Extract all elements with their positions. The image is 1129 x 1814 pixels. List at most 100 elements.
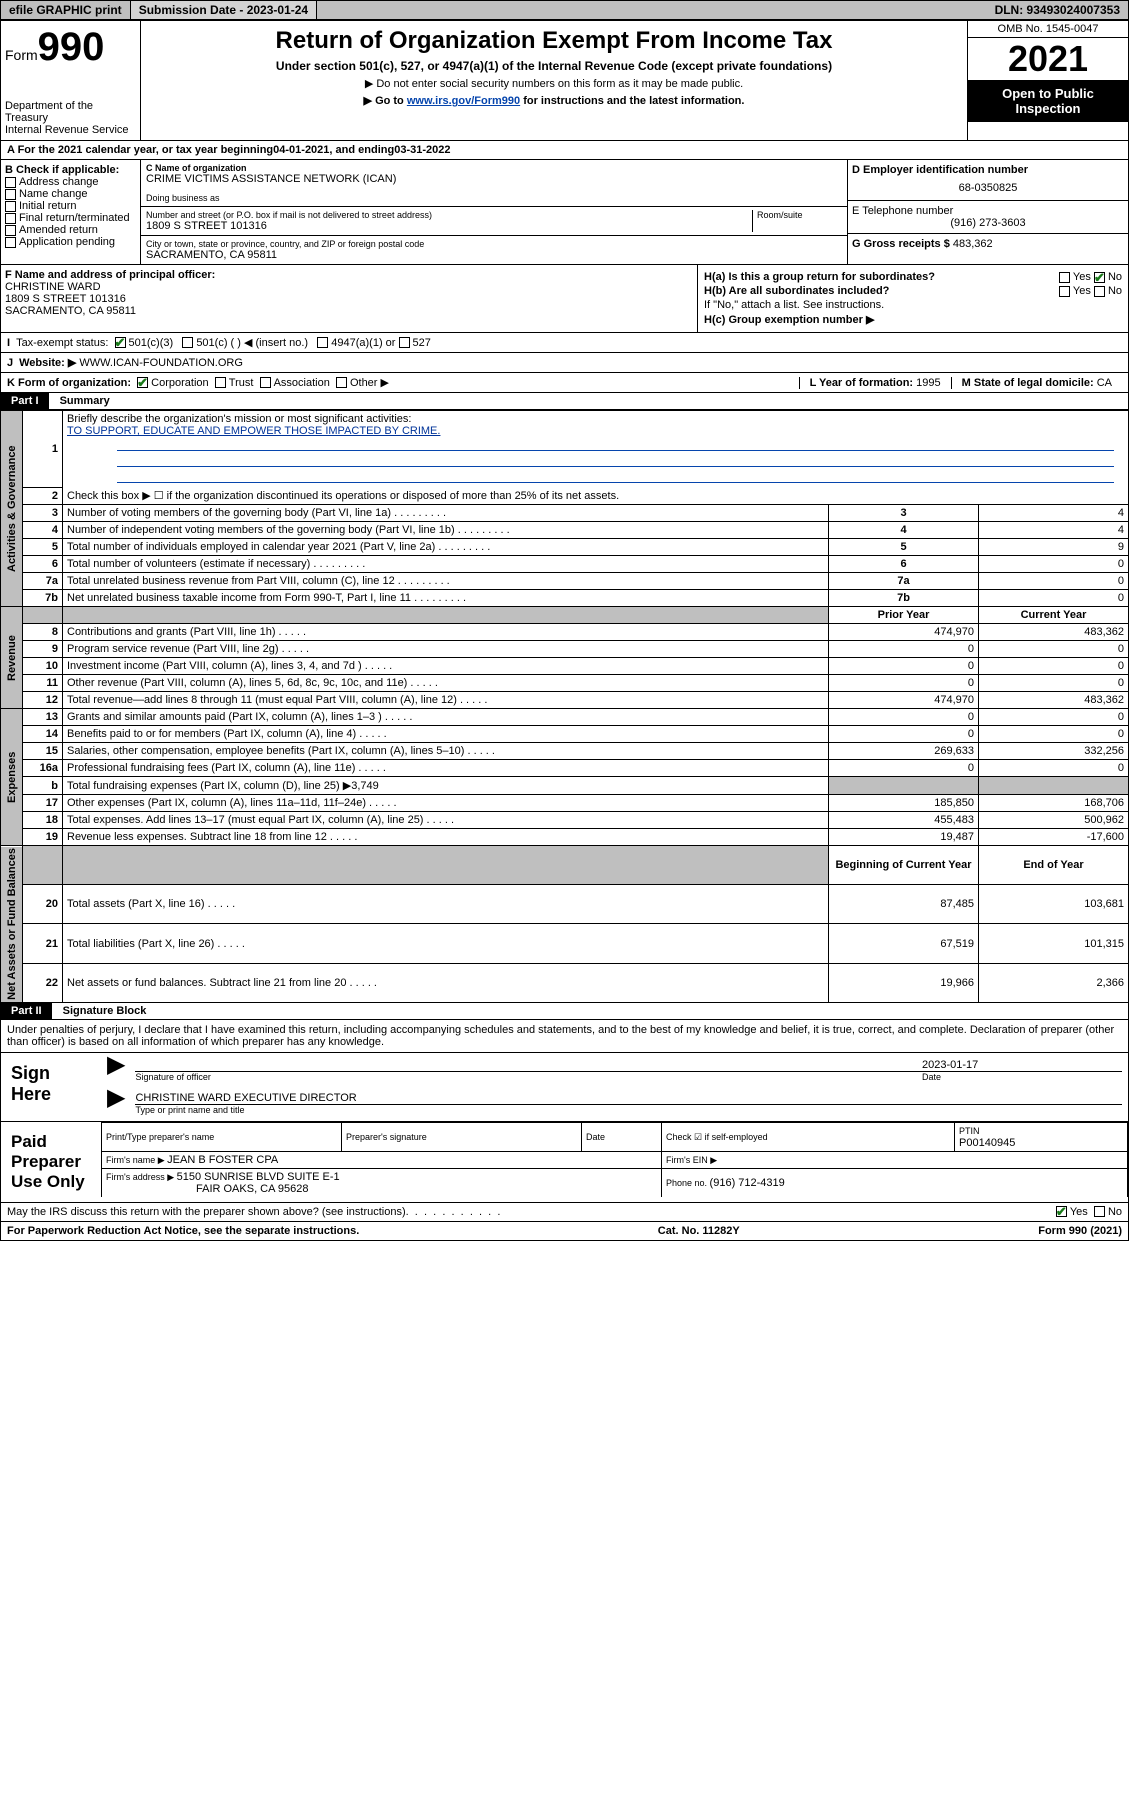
chk-initial-return[interactable]: Initial return: [5, 200, 136, 212]
row-num: 8: [23, 624, 63, 641]
row-num: 11: [23, 675, 63, 692]
chk-527[interactable]: [399, 337, 410, 348]
row-num: 13: [23, 709, 63, 726]
row-num: 16a: [23, 760, 63, 777]
hb-yes[interactable]: [1059, 286, 1070, 297]
check-self-employed[interactable]: Check ☑ if self-employed: [666, 1132, 768, 1142]
mission-text: TO SUPPORT, EDUCATE AND EMPOWER THOSE IM…: [67, 425, 440, 437]
city-label: City or town, state or province, country…: [146, 239, 842, 249]
footer-right: Form 990 (2021): [1038, 1225, 1122, 1237]
row-current: 0: [979, 760, 1129, 777]
officer-addr2: SACRAMENTO, CA 95811: [5, 305, 693, 317]
chk-trust[interactable]: [215, 377, 226, 388]
chk-association[interactable]: [260, 377, 271, 388]
part2-hdr: Part II: [1, 1003, 52, 1019]
chk-amended-return[interactable]: Amended return: [5, 224, 136, 236]
row-text: Grants and similar amounts paid (Part IX…: [63, 709, 829, 726]
row-text: Other revenue (Part VIII, column (A), li…: [63, 675, 829, 692]
gross-value: 483,362: [953, 238, 993, 250]
table-row: 19 Revenue less expenses. Subtract line …: [1, 829, 1129, 846]
officer-name: CHRISTINE WARD: [5, 281, 693, 293]
row-num: 15: [23, 743, 63, 760]
row-prior: 0: [829, 760, 979, 777]
chk-501c3[interactable]: [115, 337, 126, 348]
row-num: 12: [23, 692, 63, 709]
table-row: 7a Total unrelated business revenue from…: [1, 573, 1129, 590]
chk-4947[interactable]: [317, 337, 328, 348]
hc-label: H(c) Group exemption number ▶: [704, 313, 1122, 326]
tax-year-begin: 04-01-2021: [273, 144, 329, 156]
col-b: B Check if applicable: Address change Na…: [1, 160, 141, 264]
k-label: K Form of organization:: [7, 377, 131, 389]
row-text: Professional fundraising fees (Part IX, …: [63, 760, 829, 777]
chk-501c[interactable]: [182, 337, 193, 348]
arrow-icon: ▶: [107, 1092, 125, 1115]
summary-table: Activities & Governance 1 Briefly descri…: [0, 410, 1129, 1003]
mission-line: [117, 437, 1114, 451]
row-text: Investment income (Part VIII, column (A)…: [63, 658, 829, 675]
row-num: 6: [23, 556, 63, 573]
hb-note: If "No," attach a list. See instructions…: [704, 299, 1122, 311]
website-label: Website: ▶: [19, 356, 76, 369]
discuss-yes[interactable]: [1056, 1206, 1067, 1217]
row-current: 0: [979, 709, 1129, 726]
dots: . . . . . . . . . . .: [406, 1206, 1056, 1218]
ptin-label: PTIN: [959, 1126, 980, 1136]
row-current: 332,256: [979, 743, 1129, 760]
line-j: J Website: ▶ WWW.ICAN-FOUNDATION.ORG: [0, 353, 1129, 373]
cell-grey: [979, 777, 1129, 795]
row-value: 4: [979, 505, 1129, 522]
line-klm: K Form of organization: Corporation Trus…: [0, 373, 1129, 393]
row-text: Total liabilities (Part X, line 26) . . …: [63, 924, 829, 963]
discuss-no[interactable]: [1094, 1206, 1105, 1217]
row-value: 9: [979, 539, 1129, 556]
row-current: 0: [979, 675, 1129, 692]
row-num: 20: [23, 885, 63, 924]
row-current: 0: [979, 726, 1129, 743]
discuss-text: May the IRS discuss this return with the…: [7, 1206, 406, 1218]
chk-other[interactable]: [336, 377, 347, 388]
chk-corporation[interactable]: [137, 377, 148, 388]
efile-label[interactable]: efile GRAPHIC print: [1, 1, 131, 19]
row-text: Total number of individuals employed in …: [63, 539, 829, 556]
irs-link[interactable]: www.irs.gov/Form990: [407, 95, 520, 107]
row-num: 10: [23, 658, 63, 675]
chk-name-change[interactable]: Name change: [5, 188, 136, 200]
j-marker: J: [7, 357, 13, 369]
part1-header-row: Part I Summary: [0, 393, 1129, 410]
open-inspection: Open to Public Inspection: [968, 80, 1128, 122]
name-title-label: Type or print name and title: [135, 1105, 1122, 1115]
f-label: F Name and address of principal officer:: [5, 269, 693, 281]
row-text: Total fundraising expenses (Part IX, col…: [63, 777, 829, 795]
ein-value: 68-0350825: [852, 176, 1124, 200]
row-prior: 0: [829, 726, 979, 743]
ha-no[interactable]: [1094, 272, 1105, 283]
line-a: A For the 2021 calendar year, or tax yea…: [0, 141, 1129, 160]
spacer: [63, 846, 829, 885]
opt-501c: 501(c) ( ) ◀ (insert no.): [196, 336, 308, 349]
chk-lbl: Address change: [19, 176, 99, 188]
col-d: D Employer identification number 68-0350…: [848, 160, 1128, 264]
section-revenue: Revenue: [1, 607, 23, 709]
footer: For Paperwork Reduction Act Notice, see …: [0, 1222, 1129, 1241]
yes-lbl: Yes: [1073, 285, 1091, 297]
mission-line: [117, 453, 1114, 467]
chk-address-change[interactable]: Address change: [5, 176, 136, 188]
yes-lbl: Yes: [1070, 1206, 1088, 1218]
l-label: L Year of formation:: [810, 377, 917, 389]
table-row: 9 Program service revenue (Part VIII, li…: [1, 641, 1129, 658]
row-text: Benefits paid to or for members (Part IX…: [63, 726, 829, 743]
row-num: 19: [23, 829, 63, 846]
row-text: Program service revenue (Part VIII, line…: [63, 641, 829, 658]
chk-application-pending[interactable]: Application pending: [5, 236, 136, 248]
hb-no[interactable]: [1094, 286, 1105, 297]
b-label: B Check if applicable:: [5, 164, 136, 176]
row-text: Total revenue—add lines 8 through 11 (mu…: [63, 692, 829, 709]
row-num: 22: [23, 963, 63, 1002]
ha-yes[interactable]: [1059, 272, 1070, 283]
dba-label: Doing business as: [146, 193, 842, 203]
chk-final-return[interactable]: Final return/terminated: [5, 212, 136, 224]
department: Department of the Treasury Internal Reve…: [5, 100, 136, 136]
section-fh: F Name and address of principal officer:…: [0, 265, 1129, 333]
room-label: Room/suite: [757, 210, 842, 220]
